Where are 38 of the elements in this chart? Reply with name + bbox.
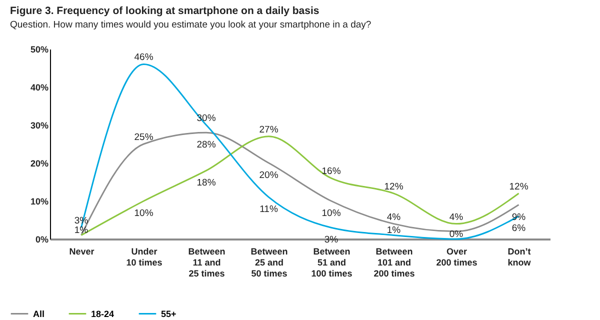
- x-tick-label: Between 101 and 200 times: [374, 246, 415, 278]
- data-label: 28%: [196, 140, 216, 151]
- x-tick-label: Between 51 and 100 times: [311, 246, 352, 278]
- chart-title: Figure 3. Frequency of looking at smartphone on a daily basis: [10, 5, 320, 17]
- data-label: 6%: [512, 223, 526, 234]
- data-label: 27%: [259, 124, 279, 136]
- legend-label: All: [33, 308, 45, 319]
- data-label: 3%: [324, 234, 339, 246]
- chart-subtitle: Question. How many times would you estimate you look at your smartphone in a day?: [10, 20, 372, 30]
- data-label: 4%: [386, 212, 402, 223]
- data-label: 16%: [322, 166, 342, 178]
- data-label: 12%: [384, 181, 404, 192]
- data-label: 0%: [449, 229, 464, 240]
- y-tick-label: 40%: [30, 82, 48, 92]
- data-label: 12%: [509, 181, 529, 192]
- data-label: 25%: [134, 132, 154, 143]
- x-tick-label: Between 11 and 25 times: [188, 246, 226, 278]
- x-tick-label: Don’t know: [508, 246, 532, 268]
- y-tick-label: 30%: [30, 120, 48, 130]
- x-tick-label: Over 200 times: [436, 246, 478, 268]
- data-label: 46%: [134, 52, 154, 64]
- data-label: 10%: [322, 208, 342, 219]
- data-label: 18%: [196, 178, 216, 189]
- x-tick-label: Never: [69, 246, 95, 256]
- data-label: 1%: [386, 225, 402, 236]
- y-tick-label: 10%: [30, 196, 48, 206]
- legend-label: 55+: [161, 308, 176, 319]
- data-label: 11%: [260, 204, 278, 216]
- data-label: 10%: [134, 208, 154, 219]
- data-label: 4%: [449, 212, 464, 223]
- y-tick-label: 20%: [30, 158, 48, 168]
- legend-label: 18-24: [91, 308, 114, 319]
- data-label: 1%: [74, 225, 89, 236]
- y-tick-label: 0%: [35, 234, 48, 244]
- y-tick-label: 50%: [30, 44, 48, 54]
- x-tick-label: Between 25 and 50 times: [250, 246, 288, 278]
- data-label: 20%: [259, 170, 279, 181]
- x-tick-label: Under 10 times: [126, 246, 162, 268]
